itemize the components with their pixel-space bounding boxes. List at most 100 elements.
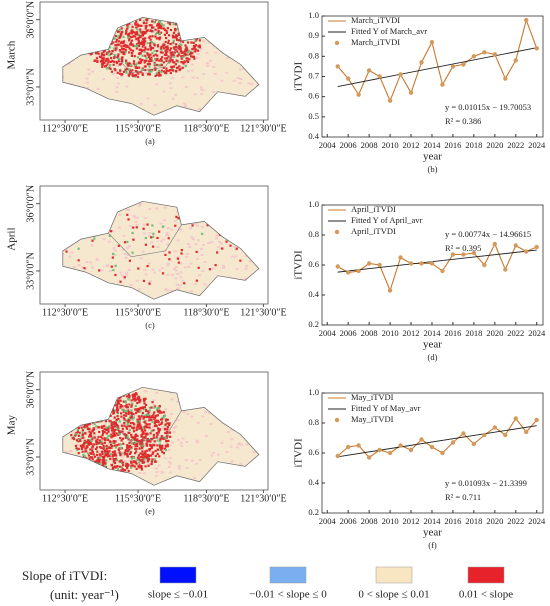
patch [192, 55, 195, 58]
patch [153, 416, 157, 419]
patch [113, 422, 116, 425]
patch [161, 225, 165, 228]
patch [105, 459, 108, 462]
patch [169, 42, 172, 46]
patch [151, 35, 154, 38]
patch [156, 419, 159, 422]
patch [122, 40, 126, 43]
series-line [337, 242, 537, 293]
patch [153, 104, 157, 107]
patch [123, 42, 127, 45]
patch [193, 477, 197, 480]
patch [164, 444, 168, 447]
patch [148, 426, 151, 429]
patch [125, 395, 129, 398]
patch [137, 420, 140, 423]
patch [187, 51, 190, 54]
patch [176, 419, 180, 422]
y-tick-label: 0.6 [308, 447, 319, 457]
patch [116, 468, 120, 471]
patch [136, 56, 140, 59]
patch [87, 427, 90, 431]
patch [115, 424, 118, 427]
patch [101, 61, 104, 64]
patch [133, 74, 136, 77]
patch [70, 435, 74, 438]
patch [147, 453, 150, 457]
patch [139, 410, 142, 413]
patch [151, 224, 154, 227]
patch [151, 245, 155, 248]
patch [158, 405, 161, 408]
patch [130, 457, 134, 460]
region-outline [62, 200, 260, 300]
patch [137, 66, 141, 69]
patch [171, 97, 175, 100]
patch [126, 466, 129, 470]
patch [154, 460, 157, 463]
patch [164, 47, 168, 50]
patch [126, 253, 130, 256]
lon-label: 115°30′0″E [115, 307, 161, 318]
patch [159, 438, 162, 441]
x-tick-label: 2024 [528, 516, 546, 526]
patch [160, 48, 163, 51]
patch [101, 455, 104, 458]
patch [152, 232, 155, 235]
patch [146, 413, 149, 416]
patch [141, 54, 144, 57]
y-tick-label: 0.8 [308, 417, 319, 427]
patch [184, 62, 188, 65]
patch [142, 22, 146, 25]
patch [134, 434, 137, 437]
patch [156, 433, 159, 437]
patch [176, 256, 180, 259]
x-tick-label: 2008 [361, 328, 378, 338]
patch [191, 48, 194, 51]
patch [80, 447, 84, 450]
patch [158, 47, 162, 50]
patch [104, 59, 108, 63]
patch [195, 441, 199, 444]
patch [144, 236, 147, 240]
patch [141, 447, 144, 450]
patch [128, 245, 132, 248]
patch [133, 414, 137, 417]
patch [144, 31, 147, 35]
patch [121, 427, 124, 430]
patch [146, 63, 149, 66]
patch [160, 56, 164, 59]
patch [177, 33, 180, 37]
patch [150, 429, 153, 433]
patch [160, 47, 163, 50]
patch [114, 451, 118, 454]
patch [113, 459, 116, 463]
patch [154, 419, 157, 422]
patch [83, 425, 86, 429]
patch [174, 23, 177, 26]
patch [158, 269, 162, 272]
patch [120, 459, 123, 462]
patch [184, 104, 188, 107]
patch [110, 429, 114, 432]
patch [153, 422, 156, 425]
patch [154, 32, 157, 36]
patch [136, 427, 139, 430]
patch [188, 245, 192, 248]
patch [103, 424, 106, 428]
patch [133, 216, 137, 219]
legend-label: April_iTVDI [351, 204, 396, 214]
panel-label: (b) [428, 164, 438, 174]
patch [137, 44, 141, 48]
legend-symbol [334, 229, 340, 235]
patch [107, 428, 110, 431]
patch [166, 418, 169, 421]
patch [119, 35, 122, 39]
patch [153, 271, 157, 274]
x-tick-label: 2004 [319, 140, 337, 150]
patch [142, 436, 145, 439]
x-tick-label: 2016 [444, 140, 461, 150]
y-tick-label: 0.2 [308, 319, 319, 329]
patch [145, 456, 149, 459]
patch [130, 51, 134, 54]
